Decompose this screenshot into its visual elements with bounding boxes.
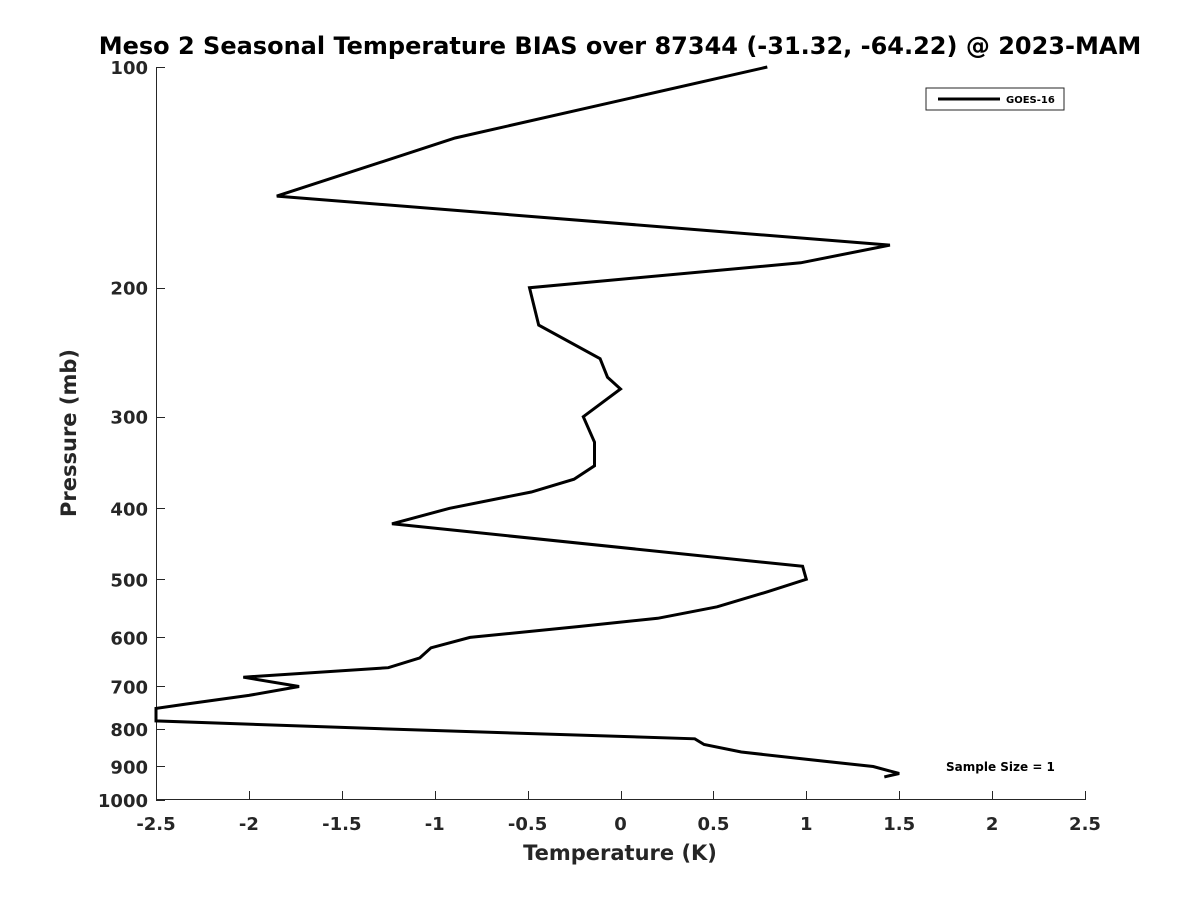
- x-axis-label: Temperature (K): [523, 841, 717, 865]
- y-axis-label: Pressure (mb): [57, 349, 81, 517]
- y-tick-label: 100: [110, 58, 148, 79]
- chart-title: Meso 2 Seasonal Temperature BIAS over 87…: [99, 32, 1142, 60]
- x-tick-label: -2.5: [136, 814, 175, 835]
- y-tick-label: 300: [110, 408, 148, 429]
- x-tick-label: 0.5: [697, 814, 729, 835]
- legend-label-goes16: GOES-16: [1006, 95, 1055, 106]
- y-ticks: 100 200 300 400 500 600 700 800 900 1000: [98, 58, 165, 812]
- y-tick-label: 400: [110, 499, 148, 520]
- y-tick-label: 600: [110, 628, 148, 649]
- x-tick-label: 1: [800, 814, 813, 835]
- x-tick-label: -1: [425, 814, 445, 835]
- y-tick-label: 1000: [98, 791, 148, 812]
- x-tick-label: 2: [986, 814, 999, 835]
- series-line-goes-16: [154, 65, 900, 779]
- sample-size-annotation: Sample Size = 1: [946, 760, 1055, 774]
- x-tick-label: 2.5: [1069, 814, 1101, 835]
- legend: GOES-16: [925, 87, 1065, 111]
- x-tick-label: -0.5: [508, 814, 547, 835]
- x-tick-label: -2: [239, 814, 259, 835]
- plot-area: -2.5 -2 -1.5 -1 -0.5 0 0.5 1 1.5 2 2.5 100 200 300 40…: [98, 58, 1101, 835]
- x-ticks: -2.5 -2 -1.5 -1 -0.5 0 0.5 1 1.5 2 2.5: [136, 791, 1101, 835]
- series-layer: [154, 65, 900, 779]
- y-tick-label: 200: [110, 279, 148, 300]
- y-tick-label: 900: [110, 757, 148, 778]
- y-tick-label: 700: [110, 677, 148, 698]
- y-tick-label: 500: [110, 570, 148, 591]
- x-tick-label: -1.5: [322, 814, 361, 835]
- y-tick-label: 800: [110, 720, 148, 741]
- x-tick-label: 1.5: [883, 814, 915, 835]
- x-tick-label: 0: [614, 814, 627, 835]
